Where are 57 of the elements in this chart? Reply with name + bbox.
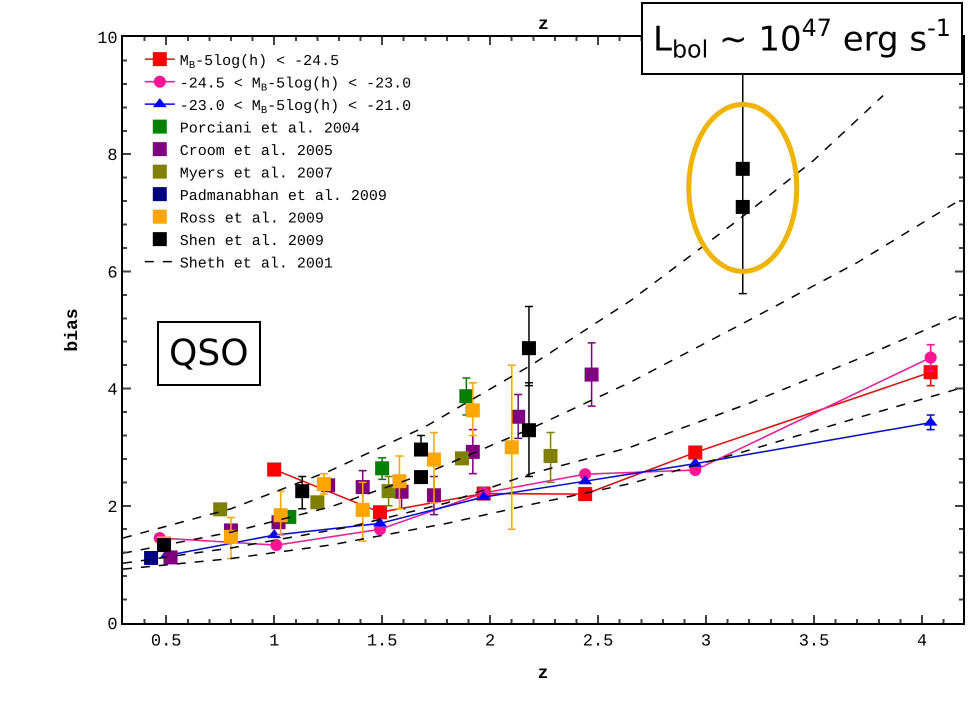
point xyxy=(426,452,441,467)
point xyxy=(356,502,370,517)
point xyxy=(414,470,428,484)
point xyxy=(372,505,387,520)
x2-axis-title: z xyxy=(538,15,549,35)
x-tick-label: 3.5 xyxy=(798,632,830,652)
point xyxy=(316,477,331,492)
point xyxy=(504,440,519,454)
x-tick-label: 4 xyxy=(916,632,928,652)
point xyxy=(584,368,599,382)
y-axis-title: bias xyxy=(62,308,83,352)
legend-label: -23.0 < M$_{B}$-5log(h) < -21.0 xyxy=(180,98,412,118)
point xyxy=(310,495,324,510)
point xyxy=(270,539,282,552)
x-tick-label: 1.5 xyxy=(366,632,398,652)
x-tick-label: 0.5 xyxy=(150,632,182,652)
y-tick-label: 2 xyxy=(107,498,118,518)
point xyxy=(274,508,288,522)
legend-label: Myers et al. 2007 xyxy=(180,165,333,182)
y-tick-label: 6 xyxy=(107,264,118,284)
point xyxy=(224,530,238,544)
x-tick-label: 1 xyxy=(269,632,280,652)
x-tick-label: 2.5 xyxy=(582,632,614,652)
point xyxy=(267,462,282,476)
point xyxy=(736,162,750,176)
point xyxy=(924,352,937,364)
annotation: QSO xyxy=(169,333,249,374)
x-tick-label: 3 xyxy=(700,632,712,652)
y-tick-label: 8 xyxy=(107,147,118,166)
point xyxy=(414,442,428,457)
point xyxy=(144,550,158,565)
point xyxy=(578,487,592,502)
point xyxy=(375,461,390,476)
legend-label: Padmanabhan et al. 2009 xyxy=(180,188,387,205)
legend-label: Shen et al. 2009 xyxy=(180,232,324,250)
point xyxy=(544,448,558,463)
point xyxy=(688,445,702,460)
y-tick-label: 4 xyxy=(107,382,118,401)
annotation: L$_{bol}$ ~ 10$^{47}$ erg s$^{-1}$ xyxy=(653,14,951,64)
point xyxy=(392,474,406,488)
point xyxy=(522,341,536,356)
legend-label: Porciani et al. 2004 xyxy=(180,120,360,138)
legend-label: Ross et al. 2009 xyxy=(180,210,324,228)
legend-label: Croom et al. 2005 xyxy=(180,142,333,160)
point xyxy=(736,200,750,214)
point xyxy=(522,423,536,438)
y-tick-label: 10 xyxy=(97,30,118,49)
x-axis-title: z xyxy=(538,664,548,684)
y-tick-label: 0 xyxy=(107,616,118,635)
point xyxy=(455,451,470,466)
point xyxy=(466,403,480,418)
legend-label: -24.5 < M$_{B}$-5log(h) < -23.0 xyxy=(180,75,412,95)
point xyxy=(213,502,228,516)
x-tick-label: 2 xyxy=(485,632,496,652)
legend-label: Sheth et al. 2001 xyxy=(180,255,333,272)
point xyxy=(295,484,310,498)
legend-label: M$_{B}$-5log(h) < -24.5 xyxy=(180,52,340,72)
